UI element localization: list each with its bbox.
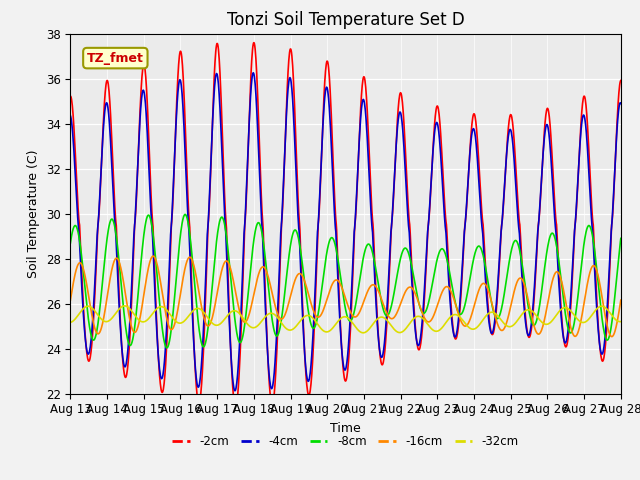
-8cm (432, 263, 440, 269)
-4cm (252, 81, 259, 87)
Line: -16cm: -16cm (70, 256, 621, 336)
-8cm (176, 238, 184, 243)
-16cm (251, 287, 259, 293)
-16cm (149, 253, 157, 259)
-32cm (189, 308, 197, 313)
-4cm (552, 232, 560, 238)
-4cm (231, 388, 239, 394)
-8cm (163, 345, 171, 351)
-8cm (67, 240, 74, 246)
-2cm (232, 405, 239, 410)
-2cm (504, 134, 511, 140)
-8cm (617, 236, 625, 241)
-32cm (251, 324, 259, 330)
-4cm (250, 70, 257, 76)
-2cm (250, 40, 258, 46)
-2cm (189, 312, 196, 318)
Legend: -2cm, -4cm, -8cm, -16cm, -32cm: -2cm, -4cm, -8cm, -16cm, -32cm (168, 430, 524, 453)
-8cm (552, 241, 560, 247)
Line: -4cm: -4cm (70, 73, 621, 391)
-2cm (252, 46, 259, 52)
-8cm (189, 270, 197, 276)
-16cm (552, 269, 559, 275)
-2cm (552, 220, 560, 226)
-4cm (617, 101, 625, 107)
-2cm (432, 110, 440, 116)
-2cm (617, 78, 625, 84)
Line: -2cm: -2cm (70, 43, 621, 408)
-32cm (617, 319, 625, 324)
-16cm (189, 260, 197, 266)
-32cm (359, 330, 367, 336)
Text: TZ_fmet: TZ_fmet (87, 51, 144, 65)
Line: -32cm: -32cm (70, 306, 621, 333)
-32cm (67, 320, 74, 325)
-16cm (504, 318, 511, 324)
-8cm (252, 229, 259, 235)
-8cm (504, 269, 511, 275)
-2cm (175, 53, 183, 59)
-2cm (67, 93, 74, 99)
-4cm (432, 122, 440, 128)
-16cm (617, 297, 625, 303)
-16cm (176, 295, 184, 301)
-16cm (431, 309, 439, 314)
-8cm (181, 212, 189, 217)
-4cm (504, 140, 511, 145)
Line: -8cm: -8cm (70, 215, 621, 348)
-4cm (189, 321, 196, 326)
-32cm (504, 324, 511, 329)
-16cm (608, 334, 616, 339)
-32cm (432, 328, 440, 334)
Y-axis label: Soil Temperature (C): Soil Temperature (C) (27, 149, 40, 278)
Title: Tonzi Soil Temperature Set D: Tonzi Soil Temperature Set D (227, 11, 465, 29)
-32cm (552, 312, 560, 318)
X-axis label: Time: Time (330, 422, 361, 435)
-32cm (176, 320, 184, 326)
-16cm (67, 297, 74, 303)
-4cm (67, 113, 74, 119)
-32cm (121, 303, 129, 309)
-4cm (175, 78, 183, 84)
